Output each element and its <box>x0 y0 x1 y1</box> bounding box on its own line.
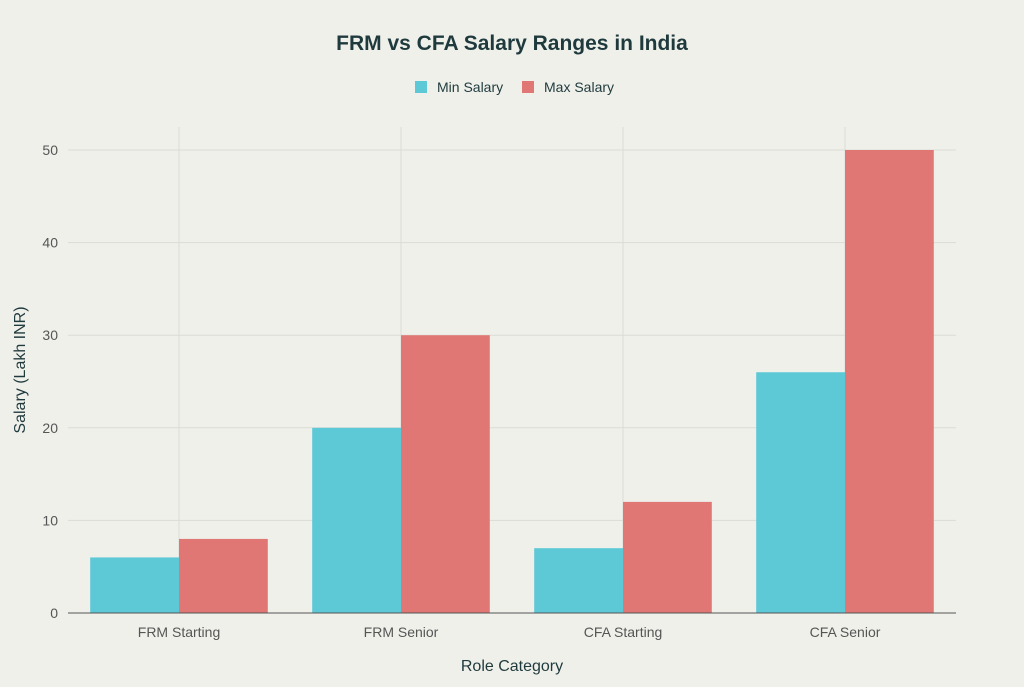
bar-min-salary <box>312 427 401 613</box>
x-tick-label: CFA Starting <box>584 624 663 640</box>
legend: Min Salary Max Salary <box>415 79 614 95</box>
x-tick-label: CFA Senior <box>810 624 881 640</box>
x-axis-label: Role Category <box>461 658 563 675</box>
chart-title: FRM vs CFA Salary Ranges in India <box>336 32 688 55</box>
y-tick-label: 10 <box>42 512 58 528</box>
legend-swatch <box>522 81 534 93</box>
y-axis-label: Salary (Lakh INR) <box>12 306 29 433</box>
x-tick-label: FRM Senior <box>364 624 439 640</box>
bar-max-salary <box>845 150 934 613</box>
y-tick-label: 20 <box>42 420 58 436</box>
bar-max-salary <box>401 335 490 613</box>
y-tick-label: 40 <box>42 235 58 251</box>
legend-label: Min Salary <box>437 79 503 95</box>
x-tick-label: FRM Starting <box>138 624 220 640</box>
bar-min-salary <box>534 548 623 613</box>
bar-min-salary <box>90 557 179 613</box>
axes: 0 10 20 30 40 50 FRM Starting FRM Senior CFA Sta… <box>42 142 956 640</box>
y-tick-label: 50 <box>42 142 58 158</box>
legend-label: Max Salary <box>544 79 614 95</box>
y-tick-label: 30 <box>42 327 58 343</box>
bars <box>90 150 934 613</box>
bar-min-salary <box>756 372 845 613</box>
bar-max-salary <box>623 501 712 613</box>
legend-swatch <box>415 81 427 93</box>
y-tick-label: 0 <box>50 605 58 621</box>
bar-max-salary <box>179 538 268 613</box>
